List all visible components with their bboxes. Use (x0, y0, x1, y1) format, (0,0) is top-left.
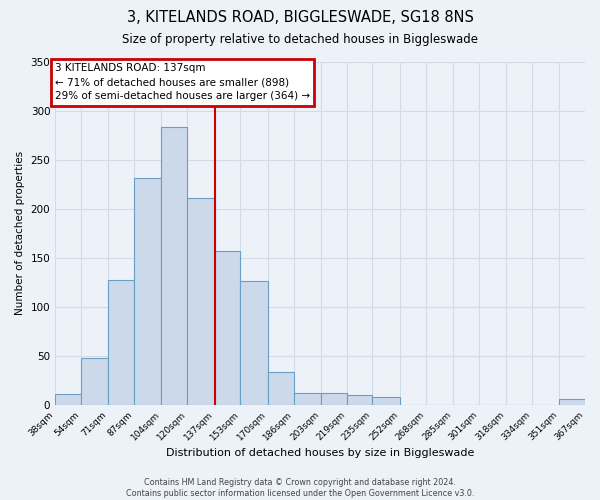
Bar (321, 393, 347, 405)
Bar (109, 280, 134, 405)
Bar (293, 393, 321, 405)
Bar (268, 372, 293, 405)
Bar (161, 128, 187, 405)
Bar (373, 397, 400, 405)
Text: Size of property relative to detached houses in Biggleswade: Size of property relative to detached ho… (122, 32, 478, 46)
Bar (559, 399, 585, 405)
Bar (241, 282, 268, 405)
Bar (347, 395, 373, 405)
Bar (215, 251, 241, 405)
Text: Contains HM Land Registry data © Crown copyright and database right 2024.
Contai: Contains HM Land Registry data © Crown c… (126, 478, 474, 498)
Bar (134, 178, 161, 405)
Text: 3, KITELANDS ROAD, BIGGLESWADE, SG18 8NS: 3, KITELANDS ROAD, BIGGLESWADE, SG18 8NS (127, 10, 473, 25)
Text: 3 KITELANDS ROAD: 137sqm
← 71% of detached houses are smaller (898)
29% of semi-: 3 KITELANDS ROAD: 137sqm ← 71% of detach… (55, 64, 310, 102)
Bar (81, 358, 109, 405)
Bar (187, 198, 215, 405)
Bar (55, 394, 81, 405)
Y-axis label: Number of detached properties: Number of detached properties (15, 151, 25, 316)
X-axis label: Distribution of detached houses by size in Biggleswade: Distribution of detached houses by size … (166, 448, 474, 458)
